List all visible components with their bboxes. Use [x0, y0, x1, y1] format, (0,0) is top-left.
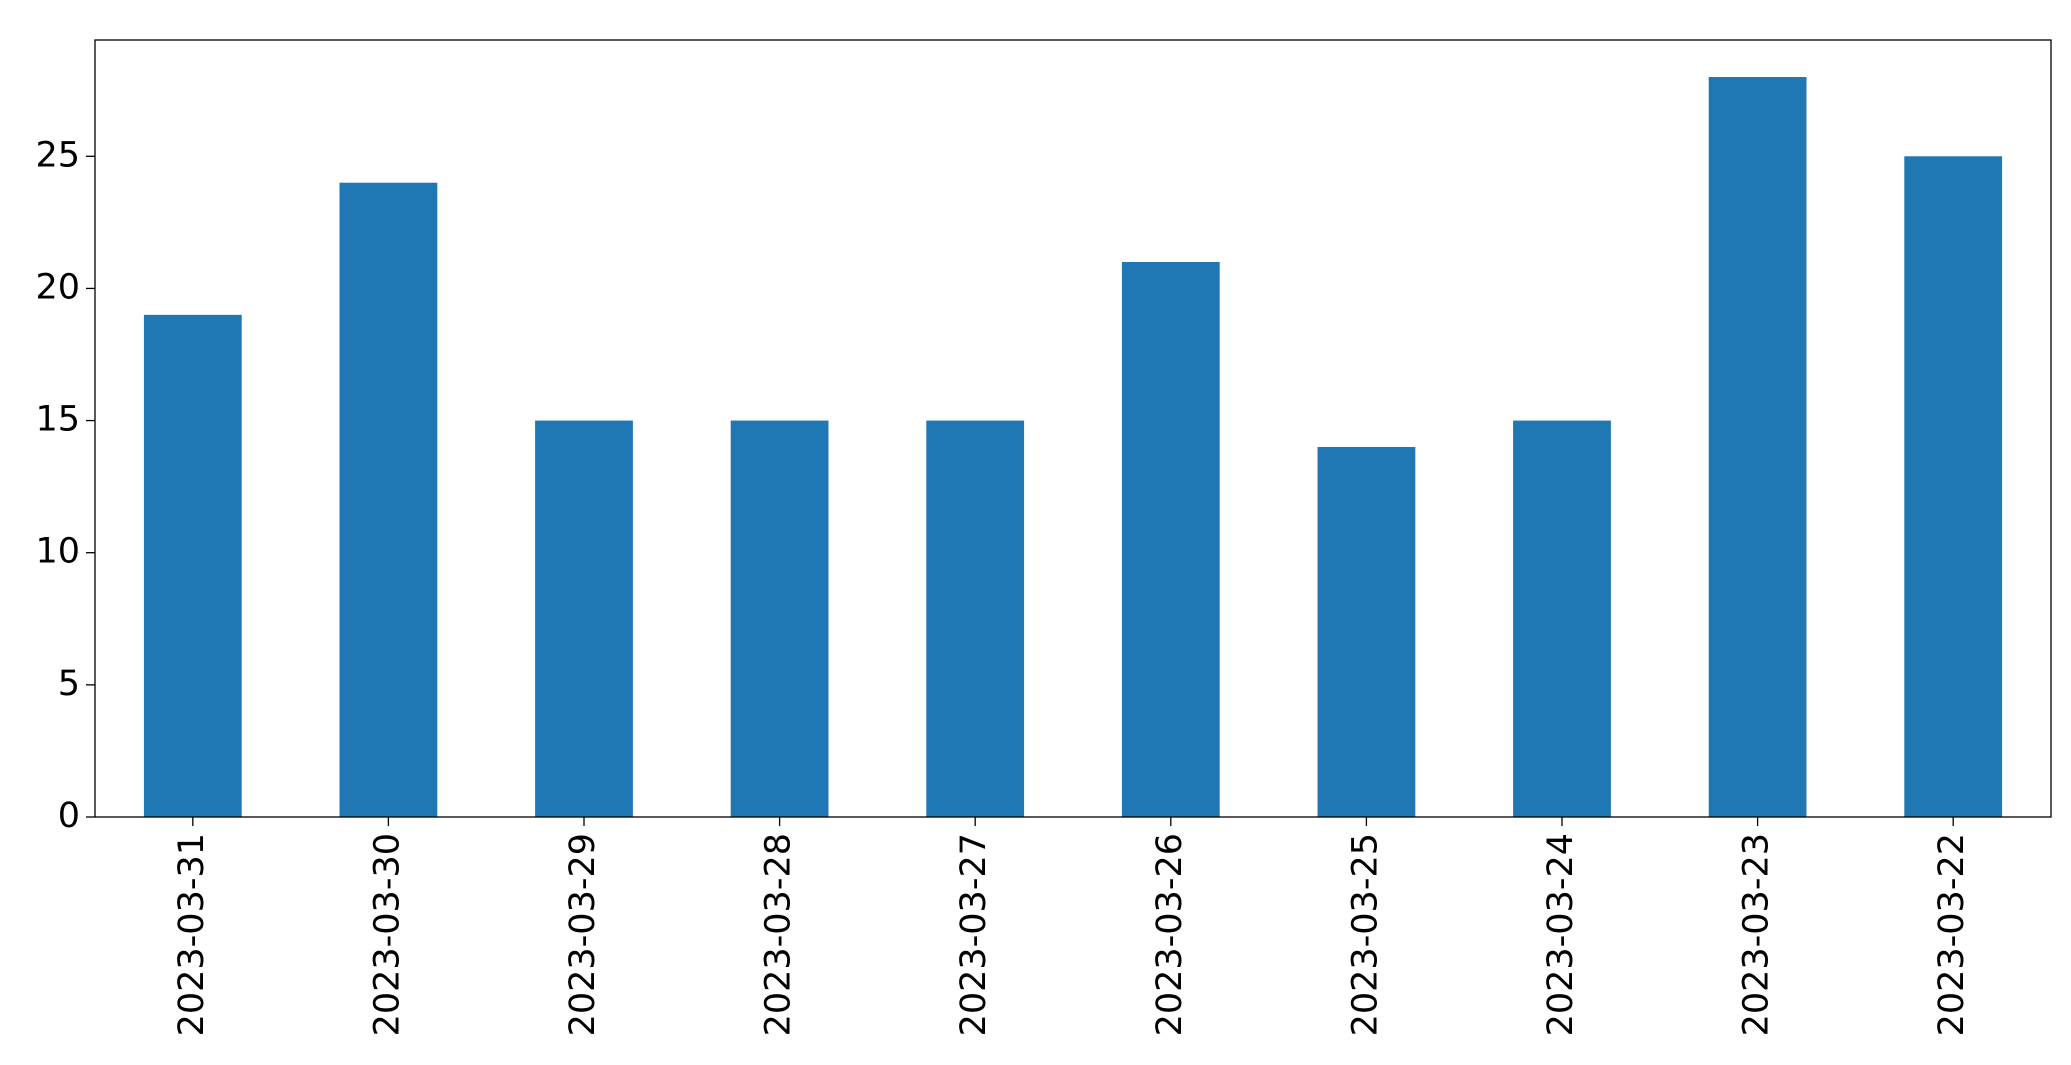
y-tick-label: 5	[58, 664, 80, 704]
x-tick-label: 2023-03-26	[1150, 833, 1190, 1036]
bar	[1121, 262, 1220, 817]
x-tick-label: 2023-03-29	[563, 833, 603, 1036]
plot-frame	[94, 39, 2052, 818]
x-tick-label: 2023-03-25	[1345, 833, 1385, 1036]
x-tick-label: 2023-03-28	[759, 833, 799, 1036]
x-tick-label: 2023-03-30	[367, 833, 407, 1036]
y-tick-label: 10	[35, 532, 80, 572]
bar	[339, 182, 438, 817]
bar	[143, 314, 242, 817]
x-tick-label: 2023-03-23	[1737, 833, 1777, 1036]
x-tick-label: 2023-03-22	[1932, 833, 1972, 1036]
y-tick-label: 0	[58, 796, 80, 836]
x-tick-label: 2023-03-27	[954, 833, 994, 1036]
bar	[1708, 77, 1807, 817]
bar	[730, 420, 829, 817]
x-tick-label: 2023-03-31	[172, 833, 212, 1036]
y-tick-label: 25	[35, 135, 80, 175]
y-tick-label: 20	[35, 267, 80, 307]
bar	[926, 420, 1025, 817]
bar	[1317, 447, 1416, 817]
x-tick-label: 2023-03-24	[1541, 833, 1581, 1036]
bar	[1513, 420, 1611, 817]
y-tick-label: 15	[35, 400, 80, 440]
bar	[1904, 156, 2003, 818]
bar	[535, 420, 633, 817]
